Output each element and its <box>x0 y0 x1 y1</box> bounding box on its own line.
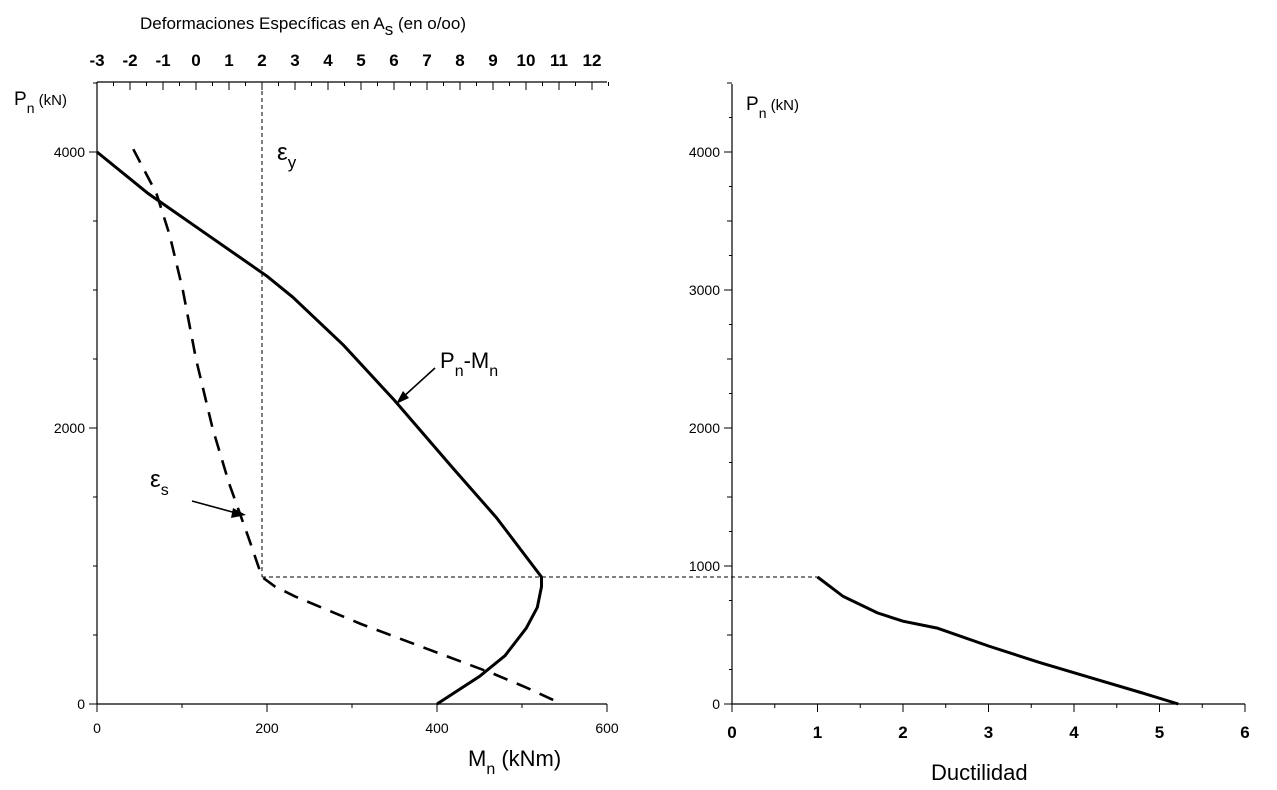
series-pn-mn-line <box>97 152 542 704</box>
top-strain-tick-label: 11 <box>550 51 568 70</box>
right-y-tick-label: 0 <box>712 696 720 712</box>
left-x-axis-label: Mn (kNm) <box>468 746 561 778</box>
left-x-tick-label: 0 <box>93 720 101 736</box>
annotation-pn-mn-label: Pn-Mn <box>440 348 498 380</box>
left-y-tick-label: 4000 <box>54 144 85 160</box>
right-x-ticks: 0 1 2 3 4 5 6 <box>727 704 1249 742</box>
right-y-tick-label: 3000 <box>689 282 720 298</box>
right-x-axis-label: Ductilidad <box>931 760 1028 785</box>
left-x-tick-label: 200 <box>255 720 279 736</box>
top-strain-tick-label: 1 <box>224 51 233 70</box>
left-y-tick-label: 2000 <box>54 420 85 436</box>
annotation-epsilon-s-arrow <box>192 501 236 513</box>
right-y-axis-label: Pn (kN) <box>746 94 799 121</box>
top-strain-tick-label: 9 <box>488 51 497 70</box>
series-ductility-line <box>818 577 1179 704</box>
right-axes: 0 1000 2000 3000 4000 0 1 2 3 4 5 6 <box>689 83 1250 742</box>
right-x-tick-label: 6 <box>1240 723 1249 742</box>
top-strain-tick-label: 2 <box>257 51 266 70</box>
left-y-ticks: 0 2000 4000 <box>54 83 97 712</box>
top-strain-tick-label: 3 <box>290 51 299 70</box>
top-strain-tick-label: 8 <box>455 51 464 70</box>
left-y-axis-label: Pn (kN) <box>14 89 67 116</box>
top-strain-tick-label: 0 <box>191 51 200 70</box>
top-strain-tick-label: 12 <box>583 51 602 70</box>
right-x-tick-label: 0 <box>727 723 736 742</box>
top-strain-tick-label: 6 <box>389 51 398 70</box>
top-strain-tick-label: -2 <box>122 51 137 70</box>
right-x-tick-label: 5 <box>1155 723 1164 742</box>
right-y-tick-label: 4000 <box>689 144 720 160</box>
top-strain-tick-label: -1 <box>155 51 170 70</box>
right-x-tick-label: 2 <box>898 723 907 742</box>
right-y-tick-label: 1000 <box>689 558 720 574</box>
top-strain-tick-label: 7 <box>422 51 431 70</box>
top-strain-tick-label: 10 <box>517 51 536 70</box>
right-y-ticks: 0 1000 2000 3000 4000 <box>689 83 732 712</box>
annotation-pn-mn-arrow <box>402 368 435 398</box>
annotation-epsilon-s-label: εs <box>150 466 169 499</box>
right-x-tick-label: 3 <box>984 723 993 742</box>
top-strain-tick-label: 5 <box>356 51 365 70</box>
left-y-tick-label: 0 <box>77 696 85 712</box>
series-epsilon-s-line <box>133 149 559 702</box>
top-axis-label: Deformaciones Específicas en As (en o/oo… <box>140 14 466 39</box>
annotation-epsilon-y-label: εy <box>277 139 297 172</box>
left-x-tick-label: 600 <box>595 720 619 736</box>
left-x-tick-label: 400 <box>425 720 449 736</box>
right-x-tick-label: 4 <box>1069 723 1079 742</box>
right-x-tick-label: 1 <box>813 723 822 742</box>
right-y-tick-label: 2000 <box>689 420 720 436</box>
annotation-pn-mn: Pn-Mn <box>396 348 498 404</box>
left-x-ticks: 0 200 400 600 <box>93 704 619 736</box>
top-strain-ticks: -3 -2 -1 0 1 2 3 4 5 6 7 8 9 10 11 12 <box>89 51 608 90</box>
top-strain-tick-label: 4 <box>323 51 333 70</box>
top-strain-tick-label: -3 <box>89 51 104 70</box>
